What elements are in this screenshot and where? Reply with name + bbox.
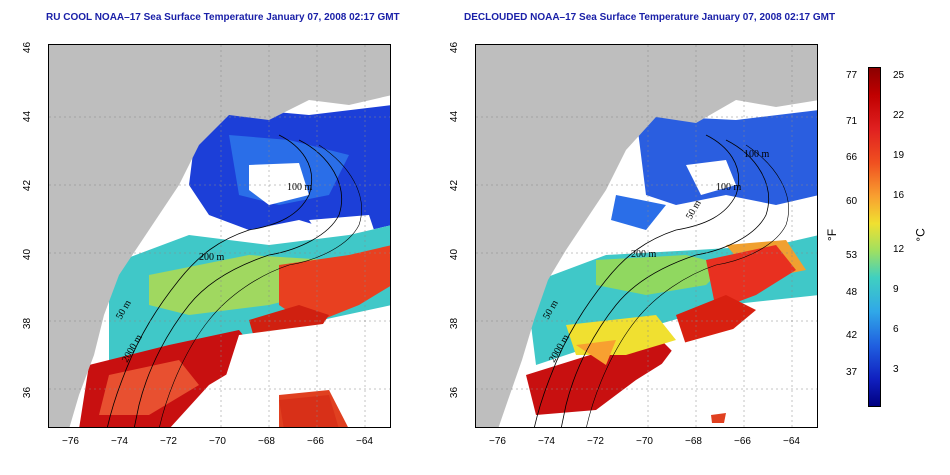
x-tick: −70 — [636, 436, 653, 447]
left-sst-map: 100 m 200 m 50 m 2000 m — [48, 44, 391, 428]
fahrenheit-unit-label: °F — [825, 228, 840, 242]
temperature-colorbar — [868, 67, 881, 407]
y-tick: 42 — [22, 179, 34, 192]
f-tick: 53 — [846, 250, 858, 261]
c-tick: 22 — [893, 110, 905, 121]
x-tick: −72 — [587, 436, 604, 447]
y-tick: 40 — [449, 248, 461, 261]
y-tick: 38 — [22, 317, 34, 330]
c-tick: 25 — [893, 70, 905, 81]
f-tick: 37 — [846, 367, 858, 378]
y-tick: 36 — [22, 386, 34, 399]
c-tick: 6 — [893, 324, 899, 335]
y-tick: 38 — [449, 317, 461, 330]
contour-label: 100 m — [744, 149, 770, 160]
contour-label: 200 m — [631, 249, 657, 260]
f-tick: 48 — [846, 287, 858, 298]
y-tick: 40 — [22, 248, 34, 261]
f-tick: 60 — [846, 196, 858, 207]
contour-label: 100 m — [287, 182, 313, 193]
x-tick: −66 — [734, 436, 751, 447]
contour-label: 100 m — [716, 182, 742, 193]
c-tick: 3 — [893, 364, 899, 375]
y-tick: 46 — [449, 41, 461, 54]
f-tick: 66 — [846, 152, 858, 163]
x-tick: −70 — [209, 436, 226, 447]
y-tick: 42 — [449, 179, 461, 192]
c-tick: 9 — [893, 284, 899, 295]
f-tick: 71 — [846, 116, 858, 127]
x-tick: −74 — [538, 436, 555, 447]
celsius-unit-label: °C — [913, 228, 928, 242]
x-tick: −64 — [783, 436, 800, 447]
x-tick: −64 — [356, 436, 373, 447]
contour-label: 200 m — [199, 252, 225, 263]
f-tick: 77 — [846, 70, 858, 81]
right-sst-map: 100 m 100 m 200 m 50 m 50 m 2000 m — [475, 44, 818, 428]
left-panel-title: RU COOL NOAA–17 Sea Surface Temperature … — [46, 12, 400, 23]
y-tick: 44 — [449, 110, 461, 123]
x-tick: −76 — [62, 436, 79, 447]
x-tick: −76 — [489, 436, 506, 447]
f-tick: 42 — [846, 330, 858, 341]
y-tick: 44 — [22, 110, 34, 123]
y-tick: 36 — [449, 386, 461, 399]
x-tick: −68 — [258, 436, 275, 447]
c-tick: 19 — [893, 150, 905, 161]
c-tick: 16 — [893, 190, 905, 201]
x-tick: −66 — [307, 436, 324, 447]
right-panel-title: DECLOUDED NOAA–17 Sea Surface Temperatur… — [464, 12, 836, 23]
x-tick: −68 — [685, 436, 702, 447]
c-tick: 12 — [893, 244, 905, 255]
x-tick: −74 — [111, 436, 128, 447]
y-tick: 46 — [22, 41, 34, 54]
x-tick: −72 — [160, 436, 177, 447]
